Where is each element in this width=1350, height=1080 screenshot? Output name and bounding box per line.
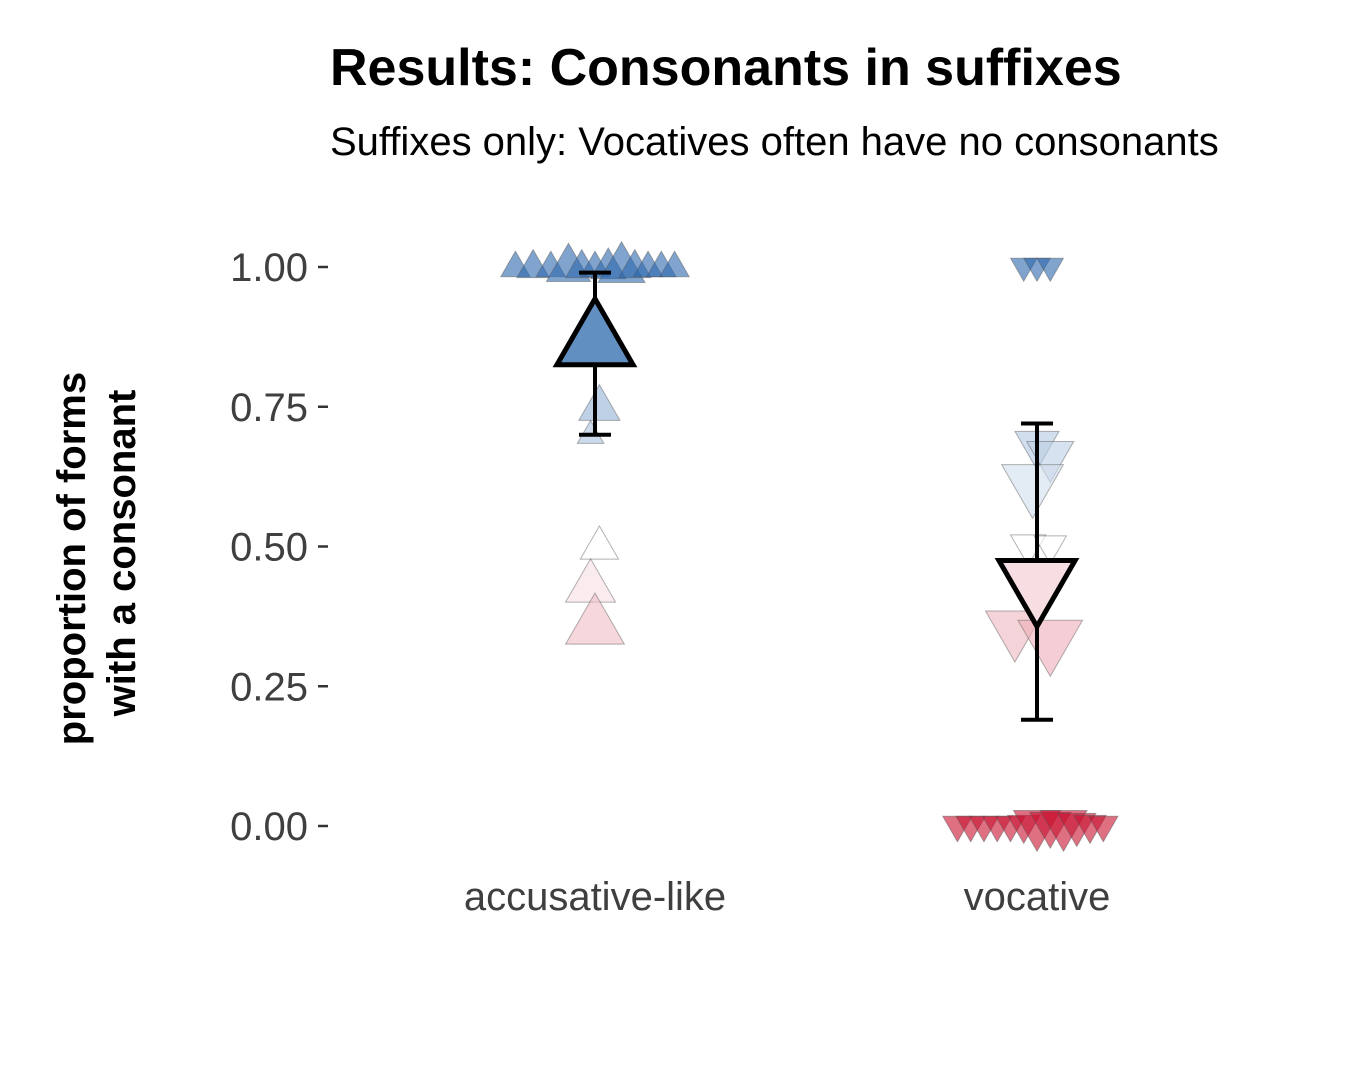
mean-marker [994, 558, 1080, 632]
y-axis-label-line-2: with a consonant [100, 390, 144, 718]
data-point [1000, 464, 1065, 520]
chart-subtitle: Suffixes only: Vocatives often have no c… [330, 120, 1219, 164]
y-axis-label: proportion of forms with a consonant [50, 361, 144, 745]
data-point [1087, 815, 1119, 843]
y-axis: 0.00 0.25 0.50 0.75 1.00 [230, 246, 328, 849]
data-point [1033, 535, 1068, 565]
y-tick-label: 1.00 [230, 246, 308, 290]
x-tick-label: accusative-like [464, 875, 726, 919]
data-point [564, 557, 617, 603]
data-point [564, 592, 626, 645]
x-axis: accusative-like vocative [464, 875, 1111, 919]
mean-marker [552, 293, 638, 368]
data-point [579, 524, 620, 560]
data-point [658, 250, 691, 278]
data-point [576, 419, 605, 444]
data-point [1017, 619, 1084, 678]
summary-markers [552, 270, 1080, 722]
data-points [499, 240, 1119, 853]
data-point [577, 383, 621, 421]
y-tick-label: 0.00 [230, 805, 308, 849]
y-tick-label: 0.75 [230, 386, 308, 430]
x-tick-label: vocative [964, 875, 1111, 919]
y-tick-label: 0.25 [230, 665, 308, 709]
data-point [1036, 257, 1065, 283]
chart-title: Results: Consonants in suffixes [330, 39, 1122, 97]
y-tick-label: 0.50 [230, 526, 308, 570]
y-axis-label-line-1: proportion of forms [50, 372, 94, 745]
